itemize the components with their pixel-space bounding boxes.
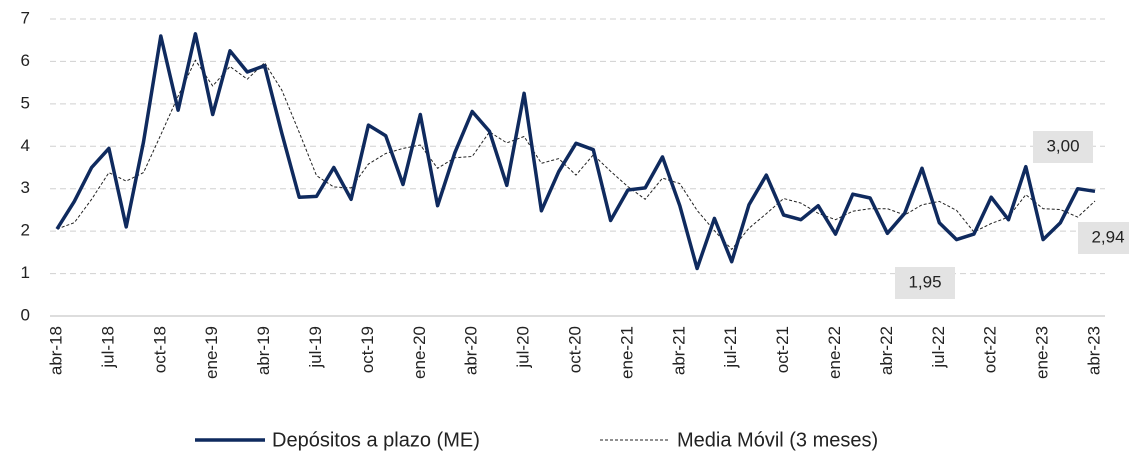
y-tick-label: 1 [21, 263, 30, 282]
y-tick-label: 0 [21, 305, 30, 324]
x-tick-label: ene-23 [1033, 326, 1052, 379]
x-tick-label: oct-20 [565, 326, 584, 373]
x-tick-label: abr-19 [254, 326, 273, 375]
y-tick-label: 6 [21, 51, 30, 70]
x-tick-label: oct-19 [358, 326, 377, 373]
x-tick-label: ene-21 [617, 326, 636, 379]
x-tick-label: abr-18 [46, 326, 65, 375]
legend-label: Media Móvil (3 meses) [677, 429, 878, 451]
legend-label: Depósitos a plazo (ME) [272, 429, 480, 451]
x-tick-label: ene-20 [410, 326, 429, 379]
y-tick-label: 4 [21, 136, 30, 155]
y-tick-label: 2 [21, 221, 30, 240]
y-tick-label: 7 [21, 8, 30, 27]
annotation-box [1078, 222, 1129, 254]
x-tick-label: ene-22 [825, 326, 844, 379]
x-tick-label: jul-18 [98, 326, 117, 369]
x-tick-label: oct-22 [981, 326, 1000, 373]
annotation-box [895, 267, 955, 299]
x-tick-label: ene-19 [202, 326, 221, 379]
series-line [56, 59, 1096, 250]
annotation-box [1033, 131, 1093, 163]
x-tick-label: jul-20 [514, 326, 533, 369]
annotation-label: 1,95 [908, 272, 941, 291]
series-line [55, 32, 1096, 271]
y-tick-label: 3 [21, 178, 30, 197]
x-tick-label: oct-18 [150, 326, 169, 373]
x-tick-label: oct-21 [773, 326, 792, 373]
x-tick-label: abr-20 [462, 326, 481, 375]
x-tick-label: jul-22 [929, 326, 948, 369]
x-tick-label: jul-21 [721, 326, 740, 369]
x-tick-label: jul-19 [306, 326, 325, 369]
annotation-label: 3,00 [1046, 136, 1079, 155]
annotation-label: 2,94 [1091, 227, 1124, 246]
x-tick-label: abr-23 [1084, 326, 1103, 375]
x-tick-label: abr-22 [877, 326, 896, 375]
y-tick-label: 5 [21, 93, 30, 112]
x-tick-label: abr-21 [669, 326, 688, 375]
